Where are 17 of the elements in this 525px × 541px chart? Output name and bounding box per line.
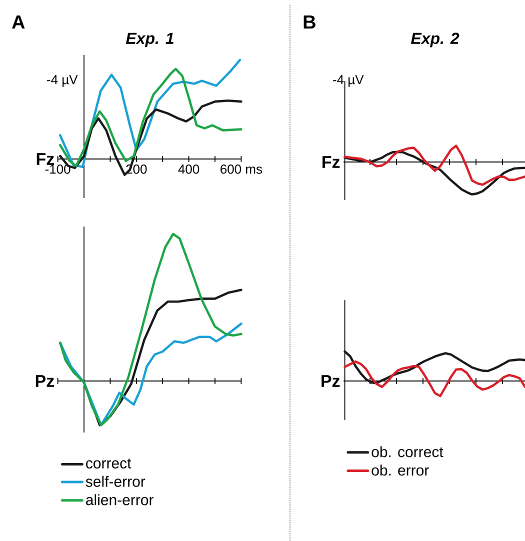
legend-label: correct <box>86 458 132 468</box>
text: A <box>12 15 25 29</box>
y-axis-title: Pz <box>36 375 54 387</box>
legend-label: self-error <box>86 476 146 487</box>
x-tick-label: 400 <box>178 164 200 174</box>
y-axis-title: Fz <box>36 153 54 165</box>
legend-label: ob. error <box>372 464 429 476</box>
legend-label: ob. correct <box>372 446 444 458</box>
x-tick-label: 600 ms <box>220 164 262 174</box>
y-axis-title: Fz <box>322 156 340 168</box>
chart-title: Exp. 2 <box>410 32 460 48</box>
y-axis-title: Pz <box>322 375 340 387</box>
chart-title: Exp. 1 <box>126 32 174 48</box>
text: B <box>304 15 316 29</box>
text: -4 µV <box>333 75 364 87</box>
annotation: -4 µV <box>47 75 78 87</box>
legend-label: alien-error <box>86 494 154 506</box>
